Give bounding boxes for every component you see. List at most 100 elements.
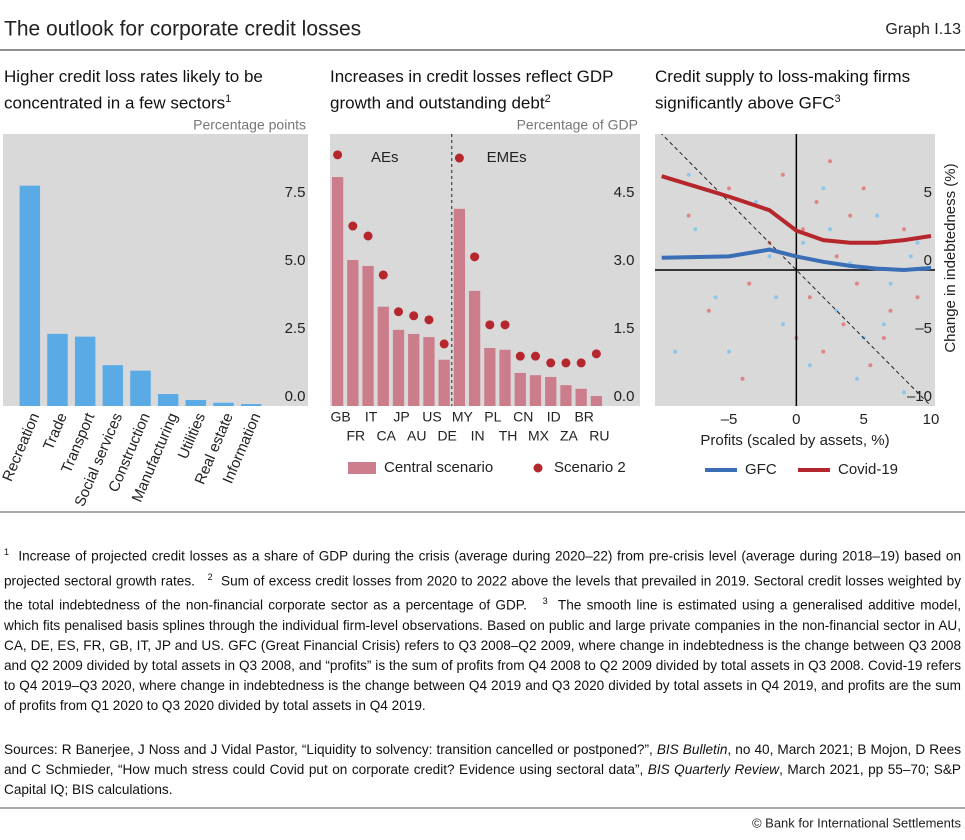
y-tick-label: –10 bbox=[907, 388, 932, 405]
scatter-point bbox=[753, 200, 758, 204]
smooth-line bbox=[661, 174, 932, 245]
x-tick-label: FR bbox=[346, 428, 365, 444]
scatter-point bbox=[841, 322, 846, 327]
x-tick-label: CA bbox=[377, 428, 397, 444]
x-tick-label: RU bbox=[589, 428, 609, 444]
dot bbox=[378, 270, 388, 280]
panel: Percentage points 0.0 2.5 5.0 7.5 RecreationT… bbox=[0, 117, 308, 509]
note-marker: 2 bbox=[207, 571, 213, 582]
source-title: BIS Bulletin bbox=[656, 742, 728, 757]
x-tick-label: ID bbox=[547, 409, 561, 425]
scatter-point bbox=[888, 281, 893, 286]
x-tick-label: –5 bbox=[721, 411, 738, 428]
bar bbox=[331, 177, 344, 406]
x-tick-label: IT bbox=[365, 409, 378, 425]
bar bbox=[529, 375, 542, 406]
scatter-point bbox=[774, 295, 779, 300]
y-axis-label: Change in indebtedness (%) bbox=[942, 163, 959, 352]
source-text: , March 2021, pp 55–70; S&P Capital IQ; … bbox=[4, 762, 961, 797]
y-tick-label: 2.5 bbox=[285, 320, 306, 337]
note-ref: 2 bbox=[544, 93, 551, 105]
dot bbox=[363, 231, 373, 241]
y-tick-label: 1.5 bbox=[614, 320, 635, 337]
y-tick-label: 0.0 bbox=[614, 388, 635, 405]
x-tick-label: IN bbox=[471, 428, 485, 444]
scatter-point bbox=[673, 349, 678, 354]
scatter-point bbox=[706, 308, 711, 313]
scatter-point bbox=[915, 240, 920, 245]
dot bbox=[561, 358, 571, 368]
dot bbox=[591, 349, 601, 359]
bar bbox=[130, 370, 151, 406]
unit-label: Percentage points bbox=[193, 117, 306, 133]
dot bbox=[470, 252, 480, 262]
scatter-point bbox=[780, 322, 785, 327]
y-tick-label: 5.0 bbox=[285, 252, 306, 269]
x-tick-label: MX bbox=[528, 428, 550, 444]
note-text: Increase of projected credit losses as a… bbox=[4, 548, 961, 589]
scatter-point bbox=[881, 322, 886, 327]
y-tick-label: 7.5 bbox=[285, 184, 306, 201]
x-tick-label: MY bbox=[452, 409, 474, 425]
x-tick-label: 0 bbox=[792, 411, 800, 428]
note-marker: 1 bbox=[4, 547, 10, 557]
group-label: EMEs bbox=[487, 149, 527, 166]
bar bbox=[468, 290, 481, 406]
note-ref: 3 bbox=[834, 93, 841, 105]
scatter-point bbox=[902, 227, 907, 232]
x-tick-label: CN bbox=[513, 409, 533, 425]
bar bbox=[484, 347, 496, 406]
x-tick-label: DE bbox=[437, 428, 456, 444]
bar bbox=[514, 372, 526, 406]
scatter-point bbox=[828, 227, 832, 232]
scatter-point bbox=[767, 254, 772, 259]
bar bbox=[423, 337, 435, 406]
note-marker: 3 bbox=[542, 596, 548, 607]
reference-line bbox=[661, 134, 932, 406]
dot bbox=[531, 351, 540, 361]
x-tick-label: GB bbox=[330, 409, 350, 425]
bar bbox=[74, 336, 96, 406]
scatter-point bbox=[821, 349, 826, 354]
legend-label: GFC bbox=[745, 461, 777, 478]
panel: –5 0 5 10 –10 –5 0 5 GFC Covid-19 Profits (scaled … bbox=[655, 134, 959, 478]
dot bbox=[454, 153, 464, 163]
dot bbox=[485, 320, 495, 330]
scatter-point bbox=[861, 186, 866, 191]
dot bbox=[409, 311, 419, 321]
scatter-point bbox=[740, 376, 745, 381]
x-tick-label: PL bbox=[484, 409, 501, 425]
page-title: The outlook for corporate credit losses bbox=[4, 18, 361, 41]
dot bbox=[348, 221, 358, 231]
bar bbox=[408, 333, 420, 406]
smooth-line bbox=[661, 247, 932, 273]
scatter-point bbox=[908, 254, 913, 259]
sources: Sources: R Banerjee, J Noss and J Vidal … bbox=[4, 740, 961, 800]
note-ref: 1 bbox=[225, 93, 232, 105]
legend-swatch bbox=[533, 463, 543, 473]
bar bbox=[453, 208, 466, 406]
scatter-point bbox=[881, 336, 886, 340]
note-text: The smooth line is estimated using a gen… bbox=[4, 597, 962, 713]
bar bbox=[362, 265, 374, 406]
source-text: , no 40, March 2021; B Mojon, D Rees and… bbox=[4, 742, 961, 777]
legend-swatch bbox=[348, 462, 376, 474]
scatter-point bbox=[747, 281, 752, 286]
scatter-point bbox=[875, 213, 880, 218]
dot bbox=[394, 307, 403, 317]
scatter-point bbox=[686, 172, 691, 177]
bar bbox=[102, 365, 124, 406]
bar bbox=[157, 394, 179, 406]
dot bbox=[333, 150, 343, 160]
bar bbox=[575, 388, 587, 406]
footnotes: 1 Increase of projected credit losses as… bbox=[4, 542, 961, 716]
bar bbox=[19, 185, 41, 406]
scatter-point bbox=[854, 281, 859, 286]
dot bbox=[424, 315, 434, 325]
scatter-point bbox=[828, 159, 832, 164]
copyright: © Bank for International Settlements bbox=[752, 815, 962, 830]
group-label: AEs bbox=[371, 149, 399, 166]
